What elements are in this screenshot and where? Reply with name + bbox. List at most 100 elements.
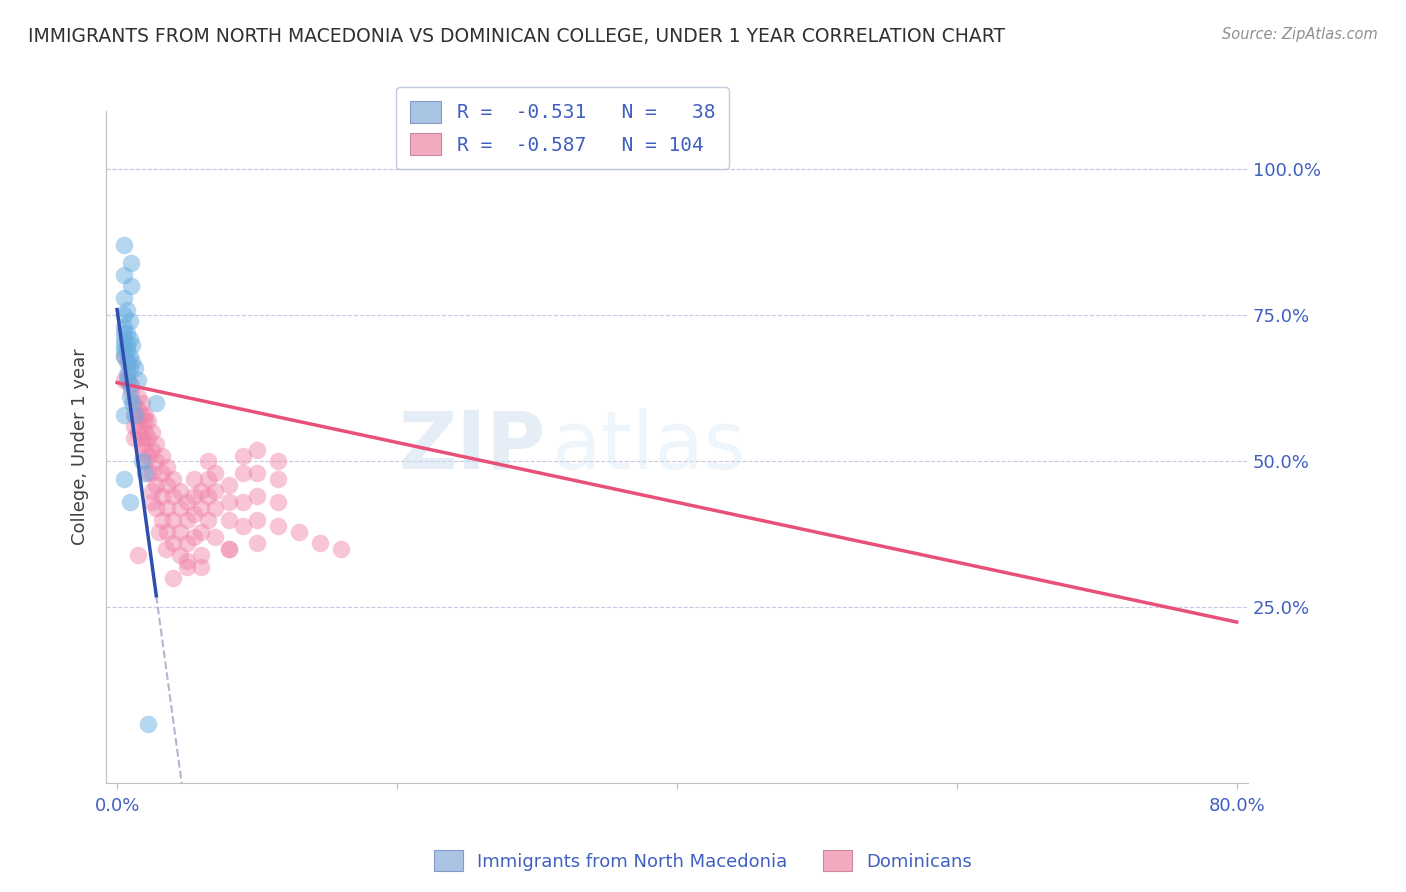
Point — [141, 442, 163, 457]
Point — [155, 542, 177, 557]
Point — [204, 530, 226, 544]
Point — [136, 449, 159, 463]
Point — [176, 495, 198, 509]
Point — [136, 413, 159, 427]
Point — [162, 536, 184, 550]
Point — [118, 314, 141, 328]
Point — [120, 256, 142, 270]
Point — [183, 507, 205, 521]
Point — [122, 419, 145, 434]
Point — [288, 524, 311, 539]
Point — [112, 343, 135, 358]
Point — [197, 513, 219, 527]
Point — [136, 466, 159, 480]
Point — [218, 495, 240, 509]
Point — [127, 373, 149, 387]
Point — [246, 442, 269, 457]
Point — [117, 355, 139, 369]
Point — [156, 524, 179, 539]
Point — [112, 268, 135, 282]
Point — [150, 466, 173, 480]
Point — [176, 513, 198, 527]
Point — [232, 466, 254, 480]
Point — [124, 361, 146, 376]
Point — [134, 442, 156, 457]
Point — [112, 326, 135, 340]
Point — [190, 483, 212, 498]
Point — [131, 396, 153, 410]
Point — [197, 472, 219, 486]
Point — [267, 472, 290, 486]
Text: Source: ZipAtlas.com: Source: ZipAtlas.com — [1222, 27, 1378, 42]
Point — [176, 554, 198, 568]
Point — [162, 490, 184, 504]
Point — [246, 513, 269, 527]
Point — [127, 425, 149, 440]
Point — [330, 542, 353, 557]
Point — [118, 332, 141, 346]
Point — [136, 431, 159, 445]
Point — [121, 337, 143, 351]
Point — [145, 454, 167, 468]
Point — [176, 536, 198, 550]
Point — [169, 548, 191, 562]
Point — [112, 349, 135, 363]
Point — [122, 431, 145, 445]
Point — [118, 361, 141, 376]
Point — [141, 425, 163, 440]
Point — [118, 495, 141, 509]
Text: atlas: atlas — [551, 408, 745, 486]
Point — [115, 302, 138, 317]
Point — [156, 501, 179, 516]
Point — [204, 483, 226, 498]
Point — [122, 408, 145, 422]
Text: ZIP: ZIP — [398, 408, 546, 486]
Point — [112, 291, 135, 305]
Point — [134, 466, 156, 480]
Point — [115, 326, 138, 340]
Point — [115, 343, 138, 358]
Point — [156, 460, 179, 475]
Point — [183, 490, 205, 504]
Point — [112, 332, 135, 346]
Point — [148, 524, 170, 539]
Point — [112, 408, 135, 422]
Point — [190, 524, 212, 539]
Point — [190, 548, 212, 562]
Point — [112, 320, 135, 334]
Text: IMMIGRANTS FROM NORTH MACEDONIA VS DOMINICAN COLLEGE, UNDER 1 YEAR CORRELATION C: IMMIGRANTS FROM NORTH MACEDONIA VS DOMIN… — [28, 27, 1005, 45]
Point — [118, 349, 141, 363]
Point — [121, 396, 143, 410]
Point — [112, 238, 135, 252]
Point — [267, 518, 290, 533]
Point — [176, 559, 198, 574]
Point — [112, 349, 135, 363]
Point — [145, 477, 167, 491]
Point — [232, 518, 254, 533]
Y-axis label: College, Under 1 year: College, Under 1 year — [72, 349, 89, 545]
Point — [183, 472, 205, 486]
Point — [115, 337, 138, 351]
Point — [136, 717, 159, 731]
Point — [122, 396, 145, 410]
Point — [124, 408, 146, 422]
Point — [246, 490, 269, 504]
Point — [112, 337, 135, 351]
Point — [141, 483, 163, 498]
Point — [127, 401, 149, 416]
Point — [117, 373, 139, 387]
Point — [120, 384, 142, 399]
Point — [232, 495, 254, 509]
Point — [131, 454, 153, 468]
Point — [183, 530, 205, 544]
Point — [169, 483, 191, 498]
Point — [131, 437, 153, 451]
Point — [162, 513, 184, 527]
Point — [141, 466, 163, 480]
Point — [204, 466, 226, 480]
Point — [118, 390, 141, 404]
Point — [169, 524, 191, 539]
Point — [134, 425, 156, 440]
Point — [190, 501, 212, 516]
Point — [156, 477, 179, 491]
